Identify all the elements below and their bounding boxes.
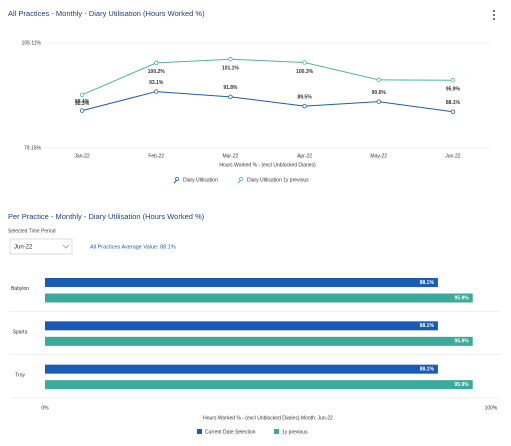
filter-label: Selected Time Period <box>8 228 56 234</box>
data-label: 89.5% <box>297 94 312 100</box>
legend-swatch <box>197 429 202 434</box>
point <box>302 103 307 109</box>
y-tick-label: 105.11% <box>22 40 42 46</box>
legend-label[interactable]: Current Date Selection <box>205 429 256 435</box>
data-label: 95.9% <box>455 295 470 301</box>
x-axis-title: Hours Worked % - (excl Unblocked Diaries… <box>203 415 333 421</box>
annotation: All Practices Average Value: 88.1% <box>90 244 176 250</box>
x-tick-label: May-22 <box>370 153 387 159</box>
x-axis-title: Hours Worked % - (excl Unblocked Diaries… <box>219 162 316 168</box>
legend-swatch <box>274 429 279 434</box>
data-label: 101.1% <box>222 66 240 72</box>
legend-label[interactable]: Diary Utilisation 1y previous <box>247 177 309 183</box>
y-tick-label: Troy <box>15 373 25 379</box>
x-tick-label: Feb-22 <box>148 153 164 159</box>
x-tick-label: Jan-22 <box>74 153 90 159</box>
point <box>376 77 381 83</box>
legend-icon <box>239 177 243 181</box>
dropdown[interactable] <box>9 238 73 255</box>
data-label: 88.4% <box>75 99 90 105</box>
data-label: 95.9% <box>455 382 470 388</box>
x-tick-label: Jun-22 <box>445 153 461 159</box>
x-tick-label: Apr-22 <box>297 153 312 159</box>
point <box>79 108 85 113</box>
legend-icon <box>175 177 179 181</box>
bar <box>45 321 438 331</box>
data-label: 88.1% <box>420 323 435 329</box>
point <box>376 99 381 104</box>
data-label: 95.9% <box>446 87 461 93</box>
point <box>79 92 85 98</box>
point <box>228 57 233 62</box>
series-line <box>81 91 453 113</box>
data-label: 93.1% <box>149 80 164 86</box>
x-tick-label: 0% <box>41 405 49 411</box>
point <box>302 60 307 65</box>
bar <box>45 293 473 303</box>
y-tick-label: Babylon <box>11 286 29 292</box>
x-tick-label: 100% <box>485 405 498 411</box>
x-tick-label: Mar-22 <box>222 153 238 159</box>
legend-label[interactable]: 1y previous <box>282 429 308 435</box>
bar <box>45 380 473 390</box>
bar <box>45 278 438 287</box>
y-tick-label: 79.15% <box>24 145 42 151</box>
point <box>154 89 159 94</box>
point <box>154 60 159 66</box>
menu-icon[interactable] <box>493 10 495 20</box>
data-label: 88.1% <box>420 280 435 286</box>
legend-label[interactable]: Diary Utilisation <box>183 177 218 183</box>
chart-title: All Practices - Monthly - Diary Utilisat… <box>8 9 205 18</box>
data-label: 88.1% <box>446 100 461 106</box>
data-label: 88.1% <box>420 366 435 372</box>
dropdown-value[interactable]: Jun-22 <box>14 245 33 251</box>
point <box>228 94 233 100</box>
point <box>450 109 456 115</box>
series-line <box>81 58 453 96</box>
data-label: 100.3% <box>296 69 314 75</box>
bar <box>45 364 438 374</box>
data-label: 90.6% <box>372 90 387 96</box>
data-label: 91.8% <box>223 85 238 91</box>
point <box>450 78 456 83</box>
data-label: 92.3% <box>75 101 90 107</box>
bar <box>45 336 473 346</box>
chart-title: Per Practice - Monthly - Diary Utilisati… <box>8 212 205 221</box>
data-label: 100.2% <box>148 69 166 75</box>
y-tick-label: Sparta <box>13 329 28 335</box>
dropdown-arrow <box>62 244 70 249</box>
data-label: 95.9% <box>455 339 470 345</box>
